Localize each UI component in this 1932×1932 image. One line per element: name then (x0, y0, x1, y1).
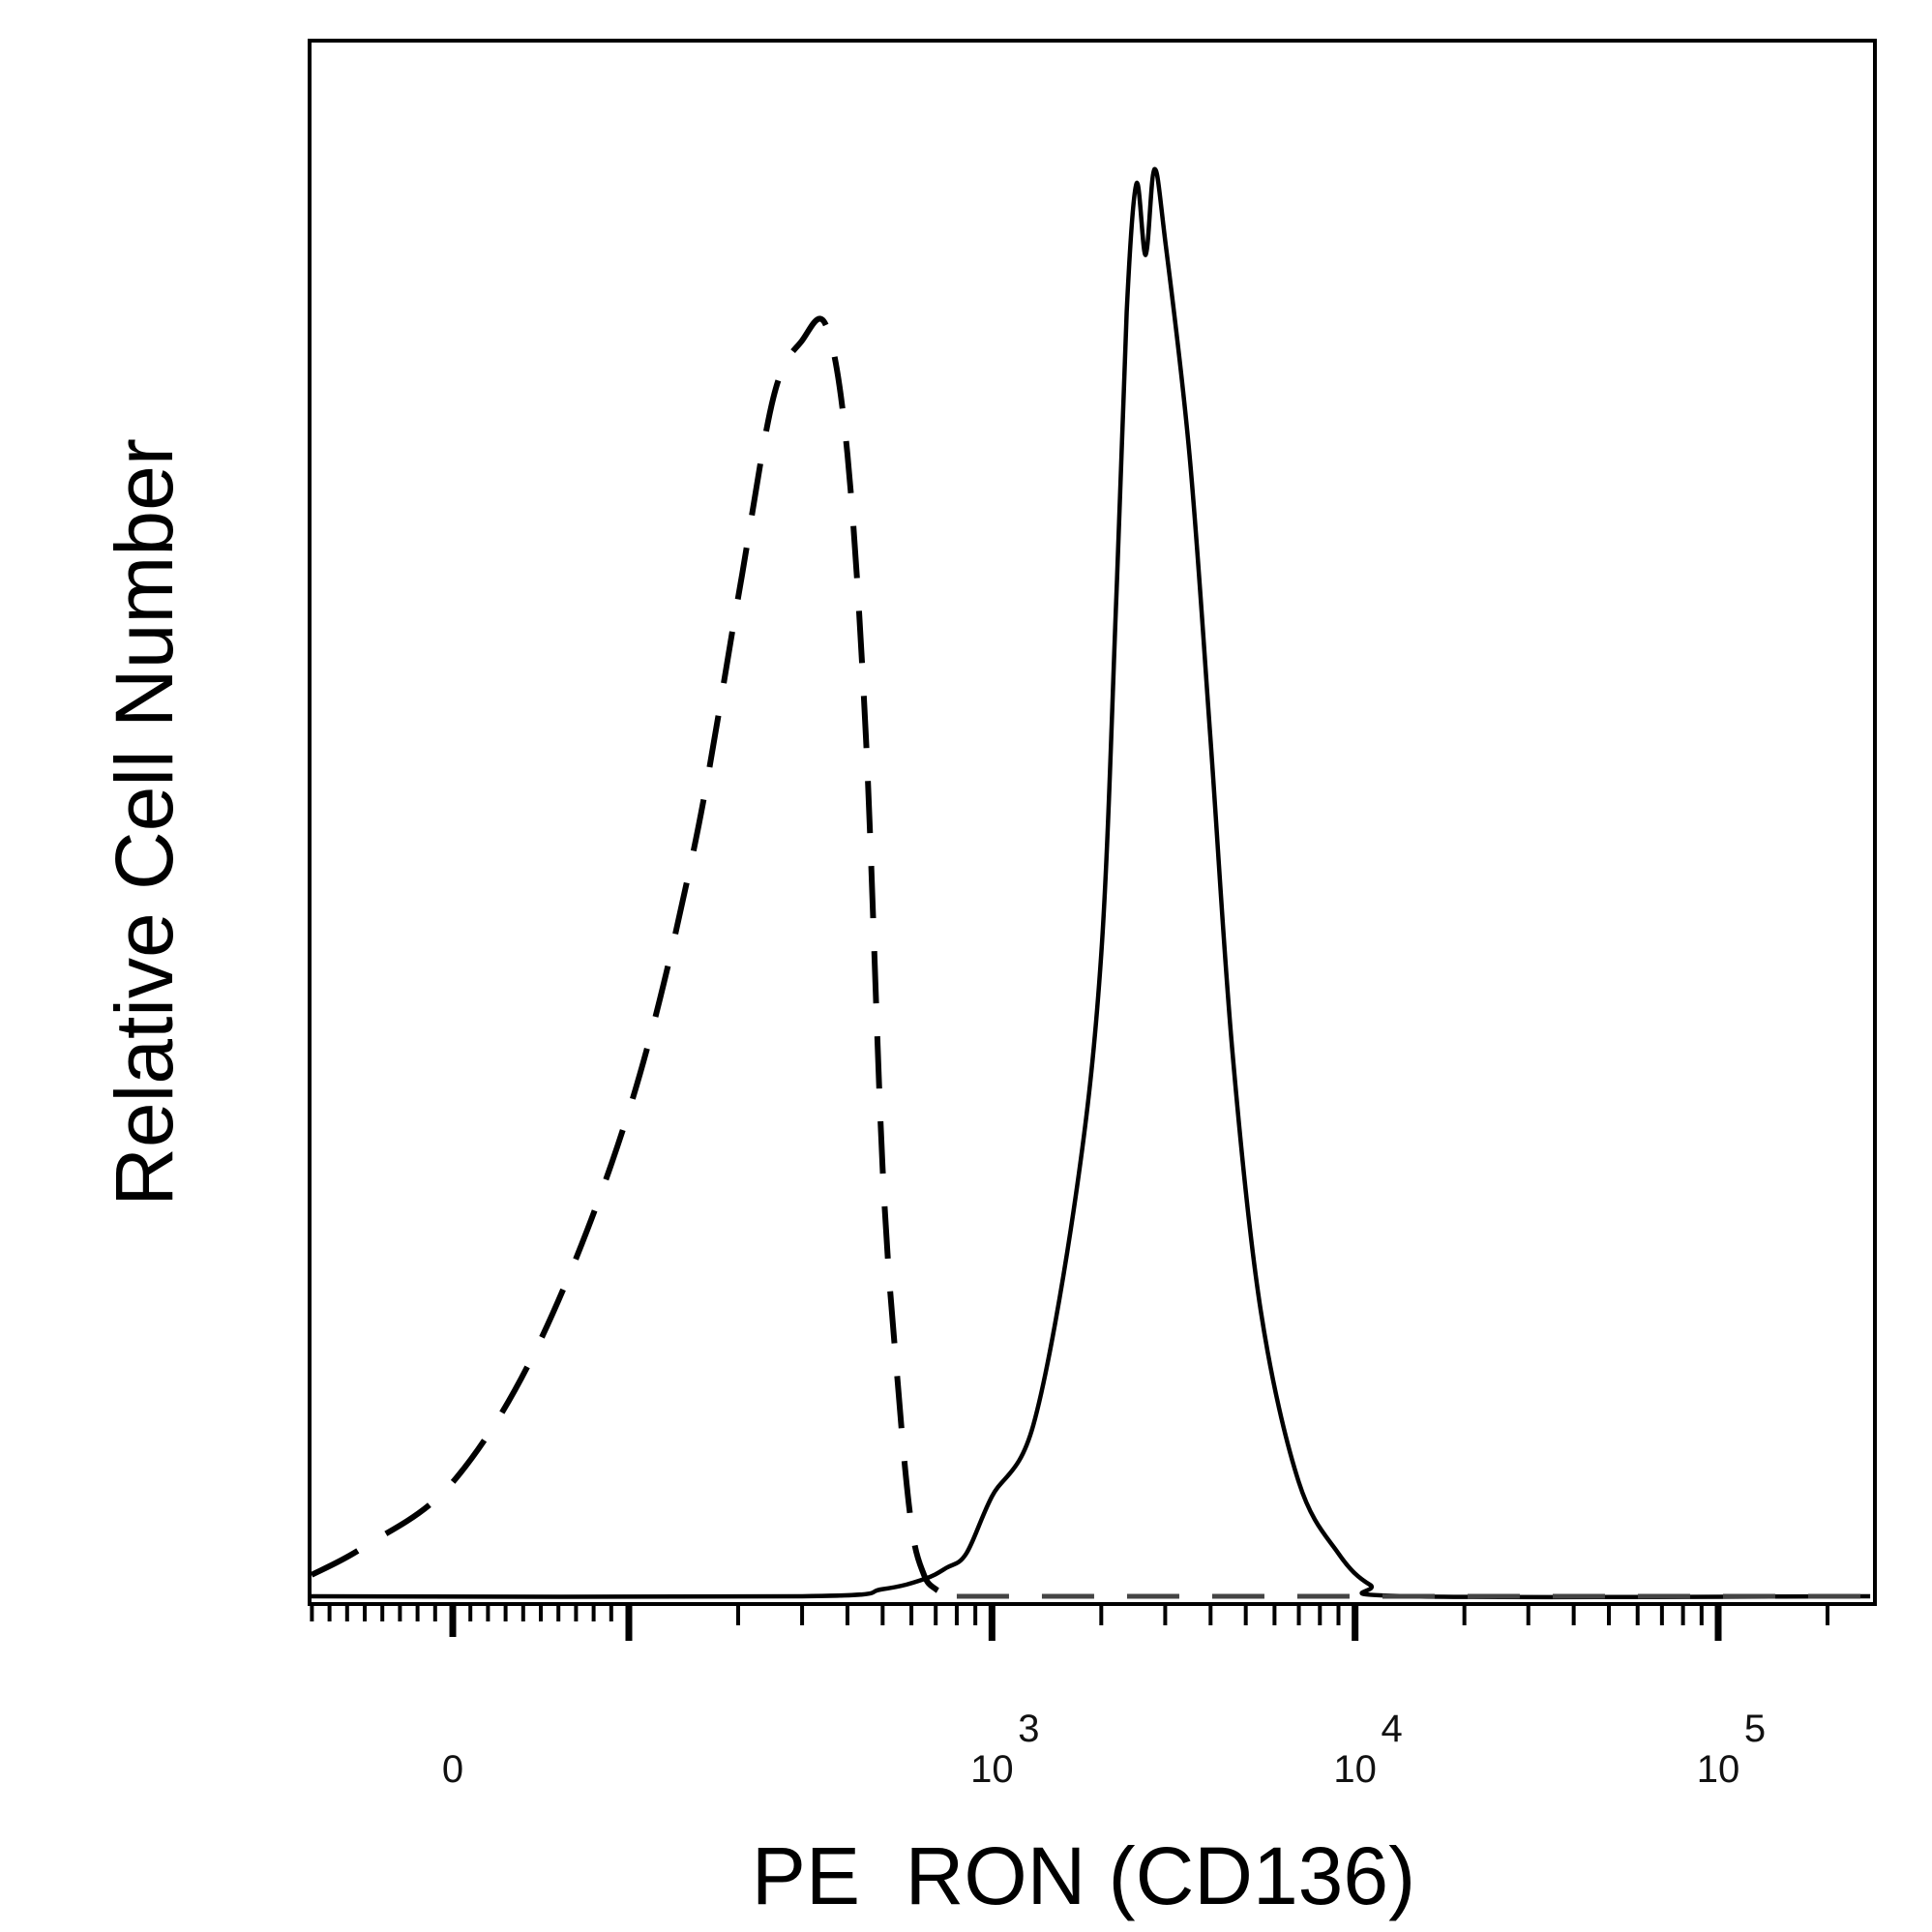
x-axis-ticks (310, 1604, 1829, 1641)
x-tick-label: 0 (442, 1748, 463, 1791)
x-axis-label: PE RON (CD136) (752, 1830, 1415, 1921)
x-tick-label: 10 (1333, 1748, 1377, 1791)
y-axis-label: Relative Cell Number (99, 438, 190, 1206)
x-tick-label: 10 (1697, 1748, 1740, 1791)
x-tick-label-exponent: 5 (1744, 1708, 1766, 1750)
x-tick-label-exponent: 4 (1382, 1708, 1403, 1750)
x-tick-label-exponent: 3 (1018, 1708, 1039, 1750)
solid-series-line (311, 166, 1871, 1600)
plot-frame (308, 39, 1877, 1606)
x-tick-label: 10 (970, 1748, 1014, 1791)
series-layer (310, 166, 1871, 1600)
dashed-series-line (310, 315, 958, 1599)
